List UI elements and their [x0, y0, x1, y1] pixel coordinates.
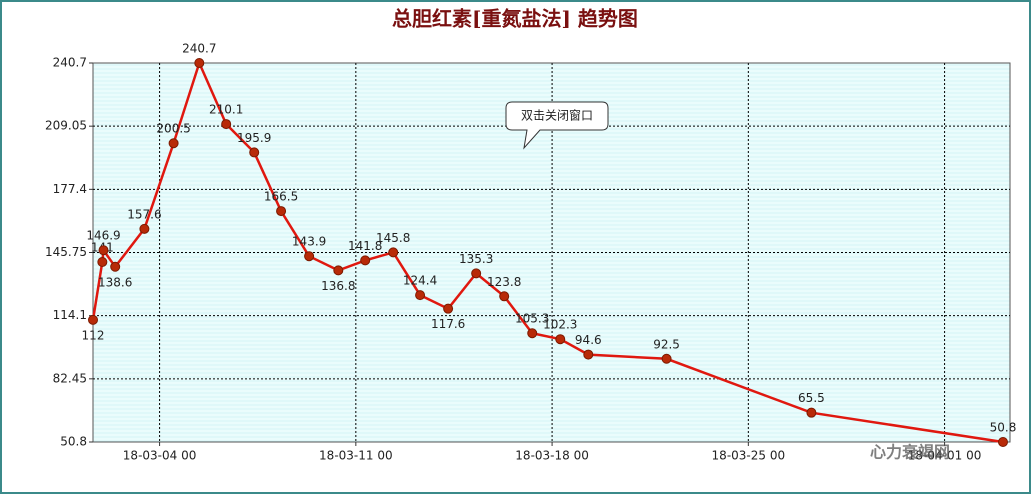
data-label: 200.5 [156, 122, 190, 136]
data-point [806, 407, 817, 418]
series-line [91, 59, 1004, 444]
data-label: 157.6 [127, 207, 161, 221]
data-label: 92.5 [653, 337, 680, 351]
tooltip[interactable]: 双击关闭窗口 [505, 101, 609, 150]
tooltip-box [505, 101, 609, 150]
x-tick-label: 18-03-04 00 [123, 449, 197, 463]
data-label: 105.3 [515, 312, 549, 326]
data-point [168, 138, 179, 149]
y-tick-label: 209.05 [45, 119, 87, 133]
x-tick-label: 18-03-25 00 [712, 449, 786, 463]
data-point [388, 247, 399, 258]
data-label: 94.6 [575, 333, 602, 347]
data-point [527, 328, 538, 339]
data-label: 124.4 [403, 274, 437, 288]
data-label: 135.3 [459, 252, 493, 266]
data-label: 117.6 [431, 317, 465, 331]
data-point [661, 353, 672, 364]
data-label: 195.9 [237, 131, 271, 145]
watermark: 心力衰竭网 [870, 443, 950, 462]
data-point [221, 119, 232, 130]
data-point [110, 261, 121, 272]
y-tick-label: 177.4 [53, 182, 87, 196]
data-label: 145.8 [376, 231, 410, 245]
data-label: 123.8 [487, 275, 521, 289]
data-point [583, 349, 594, 360]
data-label: 141.8 [348, 239, 382, 253]
y-tick-label: 114.1 [53, 308, 87, 322]
chart-title: 总胆红素[重氮盐法] 趋势图 [392, 7, 638, 31]
data-point [194, 58, 205, 68]
data-point [88, 314, 98, 325]
tooltip-text: 双击关闭窗口 [521, 109, 593, 123]
data-label: 136.8 [321, 279, 355, 293]
data-point [98, 245, 109, 256]
data-label: 143.9 [292, 235, 326, 249]
data-point [997, 437, 1008, 447]
data-point [555, 334, 566, 345]
data-label: 138.6 [98, 275, 132, 289]
y-tick-label: 145.75 [45, 245, 87, 259]
data-label: 146.9 [86, 229, 120, 243]
x-tick-label: 18-04-01 00 [908, 449, 982, 463]
data-label: 166.5 [264, 190, 298, 204]
y-tick-label: 82.45 [53, 371, 87, 385]
x-tick-label: 18-03-18 00 [515, 449, 589, 463]
data-point [139, 223, 150, 234]
data-label: 240.7 [182, 42, 216, 56]
data-point [249, 147, 260, 158]
data-point [471, 268, 482, 279]
data-point [499, 291, 510, 302]
data-point [333, 265, 344, 276]
data-point [415, 290, 426, 301]
data-label: 112 [82, 328, 105, 342]
data-label: 102.3 [543, 318, 577, 332]
data-label: 210.1 [209, 103, 243, 117]
data-point [276, 206, 287, 217]
x-tick-label: 18-03-11 00 [319, 449, 393, 463]
data-point [97, 256, 108, 267]
data-label: 65.5 [798, 391, 825, 405]
y-tick-label: 50.8 [60, 435, 87, 449]
data-point [304, 251, 315, 262]
y-tick-label: 240.7 [53, 56, 87, 70]
data-point [443, 303, 454, 314]
data-label: 50.8 [990, 421, 1017, 435]
data-point [360, 255, 371, 266]
